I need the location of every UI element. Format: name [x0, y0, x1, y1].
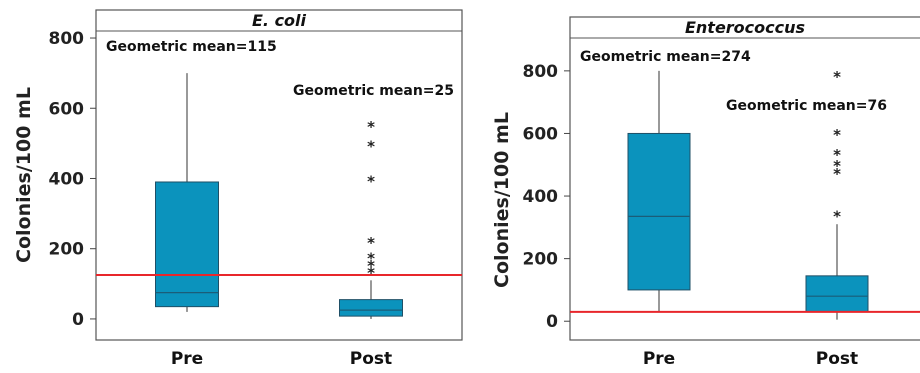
outlier-marker: * [833, 126, 841, 144]
geometric-mean-post: Geometric mean=25 [293, 83, 454, 99]
y-ticks: 0 200 400 600 800 [49, 29, 96, 330]
outlier-marker: * [833, 165, 841, 183]
box [805, 275, 869, 313]
y-tick-label: 0 [72, 310, 84, 330]
box [627, 132, 691, 291]
box-marks: ****** [570, 68, 920, 320]
outlier-marker: * [367, 118, 375, 136]
y-tick-label: 600 [49, 99, 85, 119]
panel-title: E. coli [252, 11, 307, 30]
panel-title: Enterococcus [685, 18, 805, 37]
y-tick-label: 800 [523, 62, 559, 82]
outlier-marker: * [833, 68, 841, 86]
box [339, 299, 403, 317]
outlier-marker: * [367, 257, 375, 275]
y-tick-label: 400 [523, 187, 559, 207]
outlier-marker: * [367, 172, 375, 190]
panel-enterococcus: Enterococcus Colonies/100 mL 0 200 400 600 8… [491, 16, 920, 369]
category-label-pre: Pre [171, 349, 203, 369]
plot-frame [95, 9, 463, 341]
category-label-post: Post [350, 349, 392, 369]
geometric-mean-pre: Geometric mean=274 [580, 49, 751, 65]
outlier-marker: * [833, 146, 841, 164]
category-label-pre: Pre [643, 349, 675, 369]
y-axis-label: Colonies/100 mL [491, 112, 513, 288]
box [155, 181, 219, 308]
geometric-mean-pre: Geometric mean=115 [106, 39, 277, 55]
y-tick-label: 200 [523, 250, 559, 270]
plot-frame [569, 16, 920, 341]
outlier-marker: * [833, 207, 841, 225]
y-ticks: 0 200 400 600 800 [523, 62, 570, 332]
y-tick-label: 600 [523, 124, 559, 144]
y-tick-label: 400 [49, 169, 85, 189]
y-tick-label: 200 [49, 240, 85, 260]
outlier-marker: * [367, 137, 375, 155]
outlier-marker: * [833, 157, 841, 175]
outlier-marker: * [367, 264, 375, 282]
y-axis-label: Colonies/100 mL [13, 87, 35, 263]
box-marks: ******* [96, 73, 462, 319]
y-tick-label: 800 [49, 29, 85, 49]
y-tick-label: 0 [546, 312, 558, 332]
outlier-marker: * [367, 250, 375, 268]
category-label-post: Post [816, 349, 858, 369]
outlier-marker: * [367, 234, 375, 252]
geometric-mean-post: Geometric mean=76 [726, 98, 887, 114]
